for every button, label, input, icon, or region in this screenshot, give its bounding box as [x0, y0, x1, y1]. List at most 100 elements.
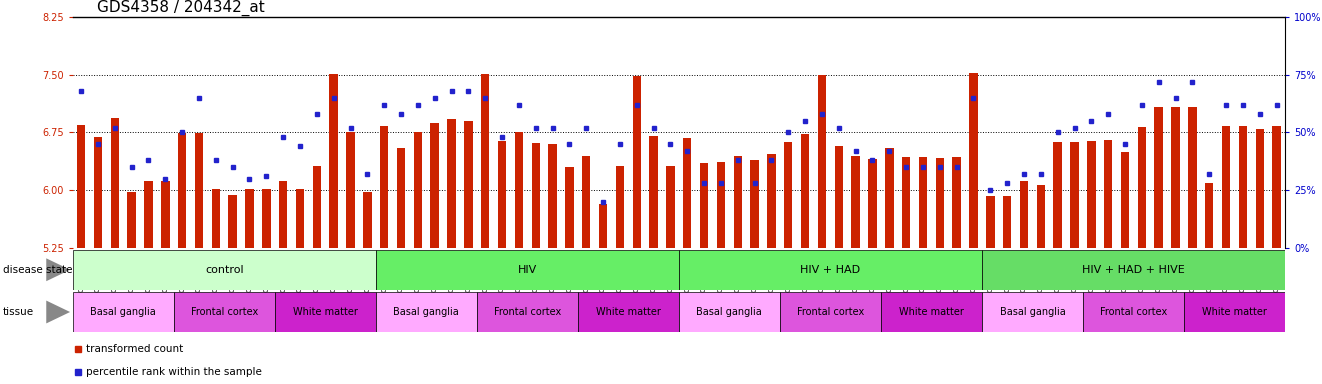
Bar: [464, 121, 472, 248]
Bar: [477, 292, 578, 332]
Bar: [1104, 140, 1112, 248]
Bar: [212, 189, 219, 248]
Bar: [1185, 292, 1285, 332]
Bar: [531, 143, 539, 248]
Bar: [1083, 292, 1185, 332]
Bar: [296, 189, 304, 248]
Bar: [127, 192, 136, 248]
Bar: [880, 292, 982, 332]
Bar: [275, 292, 375, 332]
Bar: [312, 166, 321, 248]
Bar: [680, 292, 780, 332]
Bar: [1206, 183, 1214, 248]
Bar: [982, 250, 1285, 290]
Text: White matter: White matter: [1202, 307, 1266, 317]
Bar: [246, 189, 254, 248]
Bar: [94, 137, 102, 248]
Bar: [717, 162, 726, 248]
Bar: [498, 141, 506, 248]
Bar: [1272, 126, 1281, 248]
Bar: [699, 163, 709, 248]
Text: White matter: White matter: [596, 307, 661, 317]
Bar: [144, 181, 152, 248]
Text: Basal ganglia: Basal ganglia: [90, 307, 156, 317]
Bar: [364, 192, 371, 248]
Bar: [1256, 129, 1264, 248]
Bar: [834, 146, 843, 248]
Bar: [649, 136, 658, 248]
Bar: [1138, 127, 1146, 248]
Text: Frontal cortex: Frontal cortex: [797, 307, 865, 317]
Bar: [969, 73, 978, 248]
Bar: [346, 132, 354, 248]
Text: White matter: White matter: [899, 307, 964, 317]
Bar: [481, 74, 489, 248]
Bar: [919, 157, 927, 248]
Bar: [767, 154, 776, 248]
Bar: [194, 133, 204, 248]
Text: GDS4358 / 204342_at: GDS4358 / 204342_at: [97, 0, 264, 16]
Bar: [73, 292, 173, 332]
Bar: [780, 292, 880, 332]
Bar: [1019, 181, 1029, 248]
Bar: [1171, 107, 1179, 248]
Bar: [869, 159, 876, 248]
Text: Frontal cortex: Frontal cortex: [493, 307, 561, 317]
Bar: [784, 142, 792, 248]
Text: Basal ganglia: Basal ganglia: [697, 307, 763, 317]
Bar: [375, 250, 680, 290]
Text: HIV + HAD: HIV + HAD: [800, 265, 861, 275]
Bar: [886, 148, 894, 248]
Bar: [578, 292, 680, 332]
Text: control: control: [205, 265, 243, 275]
Bar: [1154, 107, 1163, 248]
Bar: [1222, 126, 1231, 248]
Bar: [549, 144, 557, 248]
Text: Frontal cortex: Frontal cortex: [190, 307, 258, 317]
Bar: [952, 157, 961, 248]
Bar: [514, 132, 524, 248]
Bar: [1071, 142, 1079, 248]
Bar: [801, 134, 809, 248]
Bar: [1239, 126, 1247, 248]
Bar: [431, 123, 439, 248]
Bar: [986, 196, 994, 248]
Text: HIV: HIV: [518, 265, 537, 275]
Bar: [447, 119, 456, 248]
Text: percentile rank within the sample: percentile rank within the sample: [86, 366, 262, 377]
Bar: [397, 148, 406, 248]
Bar: [851, 156, 859, 248]
Bar: [414, 132, 422, 248]
Bar: [582, 156, 591, 248]
Bar: [379, 126, 389, 248]
Bar: [818, 75, 826, 248]
Bar: [734, 156, 742, 248]
Text: disease state: disease state: [3, 265, 73, 275]
Text: tissue: tissue: [3, 307, 34, 317]
Bar: [1003, 196, 1011, 248]
Bar: [173, 292, 275, 332]
Polygon shape: [46, 301, 70, 323]
Bar: [1036, 185, 1046, 248]
Bar: [1188, 107, 1196, 248]
Bar: [680, 250, 982, 290]
Text: White matter: White matter: [293, 307, 358, 317]
Bar: [77, 125, 86, 248]
Bar: [666, 166, 674, 248]
Bar: [178, 133, 186, 248]
Bar: [1087, 141, 1096, 248]
Bar: [262, 189, 271, 248]
Bar: [1054, 142, 1062, 248]
Bar: [566, 167, 574, 248]
Text: Basal ganglia: Basal ganglia: [394, 307, 459, 317]
Bar: [161, 181, 169, 248]
Text: Frontal cortex: Frontal cortex: [1100, 307, 1167, 317]
Polygon shape: [46, 258, 70, 281]
Bar: [936, 158, 944, 248]
Bar: [599, 204, 607, 248]
Bar: [229, 195, 237, 248]
Bar: [751, 160, 759, 248]
Bar: [632, 76, 641, 248]
Bar: [982, 292, 1083, 332]
Bar: [329, 74, 338, 248]
